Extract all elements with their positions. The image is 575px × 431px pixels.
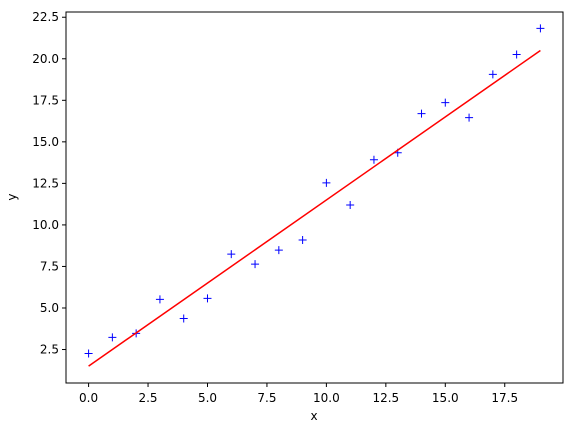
point — [322, 178, 331, 187]
point — [465, 113, 474, 122]
x-tick-label: 12.5 — [372, 391, 399, 405]
y-tick-label: 20.0 — [32, 52, 59, 66]
y-tick-label: 10.0 — [32, 218, 59, 232]
point — [155, 295, 164, 304]
y-tick-label: 7.5 — [40, 259, 59, 273]
point — [274, 246, 283, 255]
point — [251, 260, 260, 269]
plot-frame — [65, 11, 564, 384]
point — [203, 294, 212, 303]
x-tick-label: 2.5 — [138, 391, 157, 405]
y-tick-label: 22.5 — [32, 10, 59, 24]
y-tick-label: 15.0 — [32, 135, 59, 149]
point — [346, 200, 355, 209]
y-tick-label: 12.5 — [32, 176, 59, 190]
point — [369, 155, 378, 164]
point — [441, 98, 450, 107]
point — [512, 50, 521, 59]
y-axis-label: y — [5, 193, 19, 200]
point — [227, 250, 236, 259]
point — [417, 109, 426, 118]
point — [179, 314, 188, 323]
x-tick-label: 17.5 — [491, 391, 518, 405]
y-tick-label: 5.0 — [40, 301, 59, 315]
point — [298, 236, 307, 245]
x-tick-label: 5.0 — [198, 391, 217, 405]
x-tick-label: 7.5 — [257, 391, 276, 405]
y-tick-label: 2.5 — [40, 343, 59, 357]
point — [536, 24, 545, 33]
x-tick-label: 10.0 — [313, 391, 340, 405]
x-tick-label: 0.0 — [79, 391, 98, 405]
point — [84, 349, 93, 358]
x-tick-label: 15.0 — [432, 391, 459, 405]
point — [488, 70, 497, 79]
y-tick-label: 17.5 — [32, 93, 59, 107]
point — [108, 333, 117, 342]
x-axis-label: x — [310, 409, 317, 423]
fit-line — [88, 49, 541, 367]
